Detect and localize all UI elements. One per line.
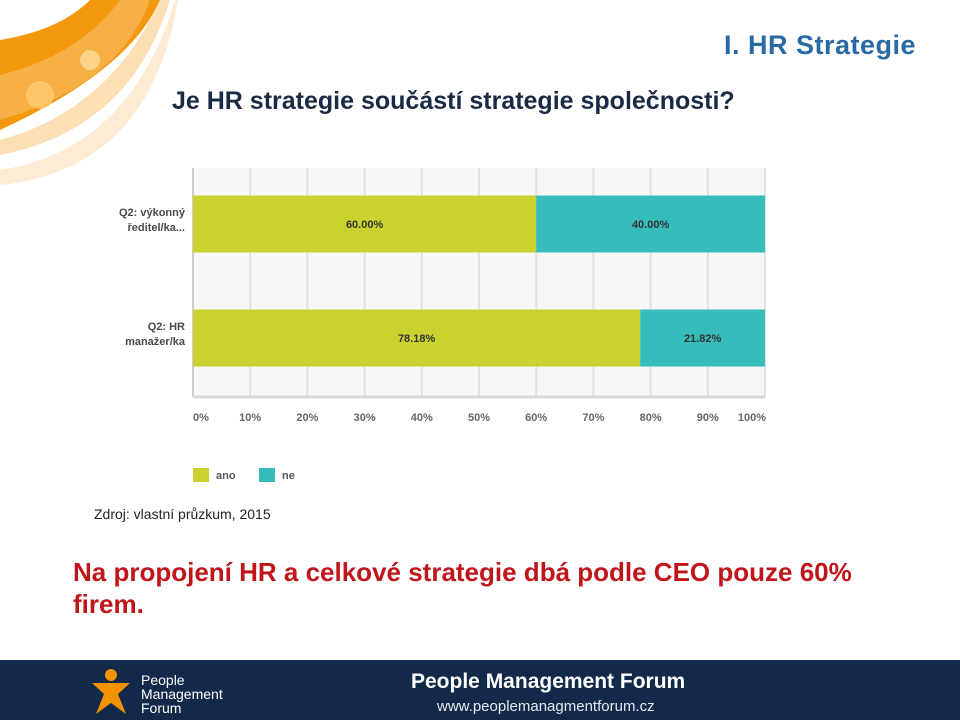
data-label: 40.00% <box>632 219 670 231</box>
legend-swatch-ano <box>193 468 209 482</box>
section-title: I. HR Strategie <box>723 30 916 60</box>
x-tick-label: 50% <box>468 412 490 424</box>
footer-brand-line: Forum <box>141 700 182 716</box>
x-tick-label: 20% <box>296 412 318 424</box>
data-label: 78.18% <box>398 333 436 345</box>
x-tick-label: 10% <box>239 412 261 424</box>
footer-brand-line: People <box>141 672 185 688</box>
footer-brand-line: Management <box>141 686 223 702</box>
orange-swirl-decoration <box>0 0 178 185</box>
x-tick-label: 60% <box>525 412 547 424</box>
x-tick-label: 100% <box>738 412 766 424</box>
category-label: Q2: HR <box>148 321 185 333</box>
footer-brand-name: People Management Forum <box>141 673 223 715</box>
bar-segment-ano <box>193 309 641 367</box>
source-note: Zdroj: vlastní průzkum, 2015 <box>94 506 271 522</box>
person-star-logo-icon <box>92 669 130 714</box>
conclusion-text: Na propojení HR a celkové strategie dbá … <box>73 557 852 619</box>
x-tick-label: 70% <box>582 412 604 424</box>
bar-segment-ano <box>193 195 537 253</box>
footer-url-link[interactable]: www.peoplemanagmentforum.cz <box>437 698 655 715</box>
category-label: ředitel/ka... <box>128 222 185 234</box>
data-label: 21.82% <box>684 333 722 345</box>
legend-label: ne <box>282 470 295 482</box>
slide-question: Je HR strategie součástí strategie spole… <box>172 87 735 115</box>
x-tick-label: 40% <box>411 412 433 424</box>
stacked-bar-chart: 60.00% 40.00% Q2: výkonný ředitel/ka... 78.1… <box>119 168 766 482</box>
footer-bar: People Management Forum People Managemen… <box>0 660 960 720</box>
data-label: 60.00% <box>346 219 384 231</box>
category-label: Q2: výkonný <box>119 207 186 219</box>
category-label: manažer/ka <box>125 336 186 348</box>
footer-organization-name: People Management Forum <box>411 670 686 693</box>
bar-segment-ne <box>640 309 765 367</box>
x-tick-label: 90% <box>697 412 719 424</box>
x-tick-label: 80% <box>640 412 662 424</box>
x-tick-label: 0% <box>193 412 209 424</box>
legend-label: ano <box>216 470 236 482</box>
bar-segment-ne <box>536 195 765 253</box>
legend-swatch-ne <box>259 468 275 482</box>
x-tick-label: 30% <box>354 412 376 424</box>
